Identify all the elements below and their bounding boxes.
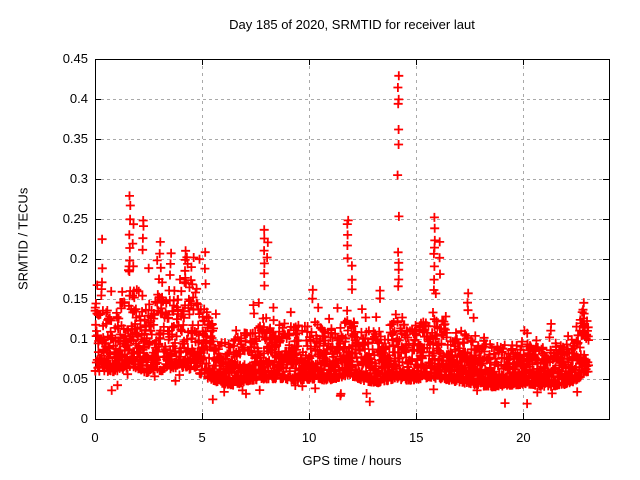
y-tick-label: 0.45 bbox=[62, 51, 88, 66]
y-tick-label: 0.2 bbox=[69, 251, 88, 266]
y-tick-label: 0 bbox=[80, 411, 88, 426]
y-tick-label: 0.1 bbox=[69, 331, 88, 346]
x-tick-label: 15 bbox=[409, 430, 424, 445]
y-tick-label: 0.35 bbox=[62, 131, 88, 146]
x-axis-label: GPS time / hours bbox=[302, 453, 402, 468]
x-tick-label: 10 bbox=[301, 430, 317, 445]
x-tick-label: 20 bbox=[516, 430, 531, 445]
y-tick-label: 0.25 bbox=[62, 211, 88, 226]
x-tick-label: 0 bbox=[91, 430, 99, 445]
scatter-points bbox=[90, 71, 593, 409]
plot-frame bbox=[95, 59, 610, 420]
y-tick-label: 0.4 bbox=[69, 91, 88, 106]
y-tick-label: 0.05 bbox=[62, 371, 88, 386]
x-tick-label: 5 bbox=[198, 430, 206, 445]
y-tick-label: 0.3 bbox=[69, 171, 88, 186]
y-tick-label: 0.15 bbox=[62, 291, 88, 306]
chart-title: Day 185 of 2020, SRMTID for receiver lau… bbox=[229, 17, 475, 32]
